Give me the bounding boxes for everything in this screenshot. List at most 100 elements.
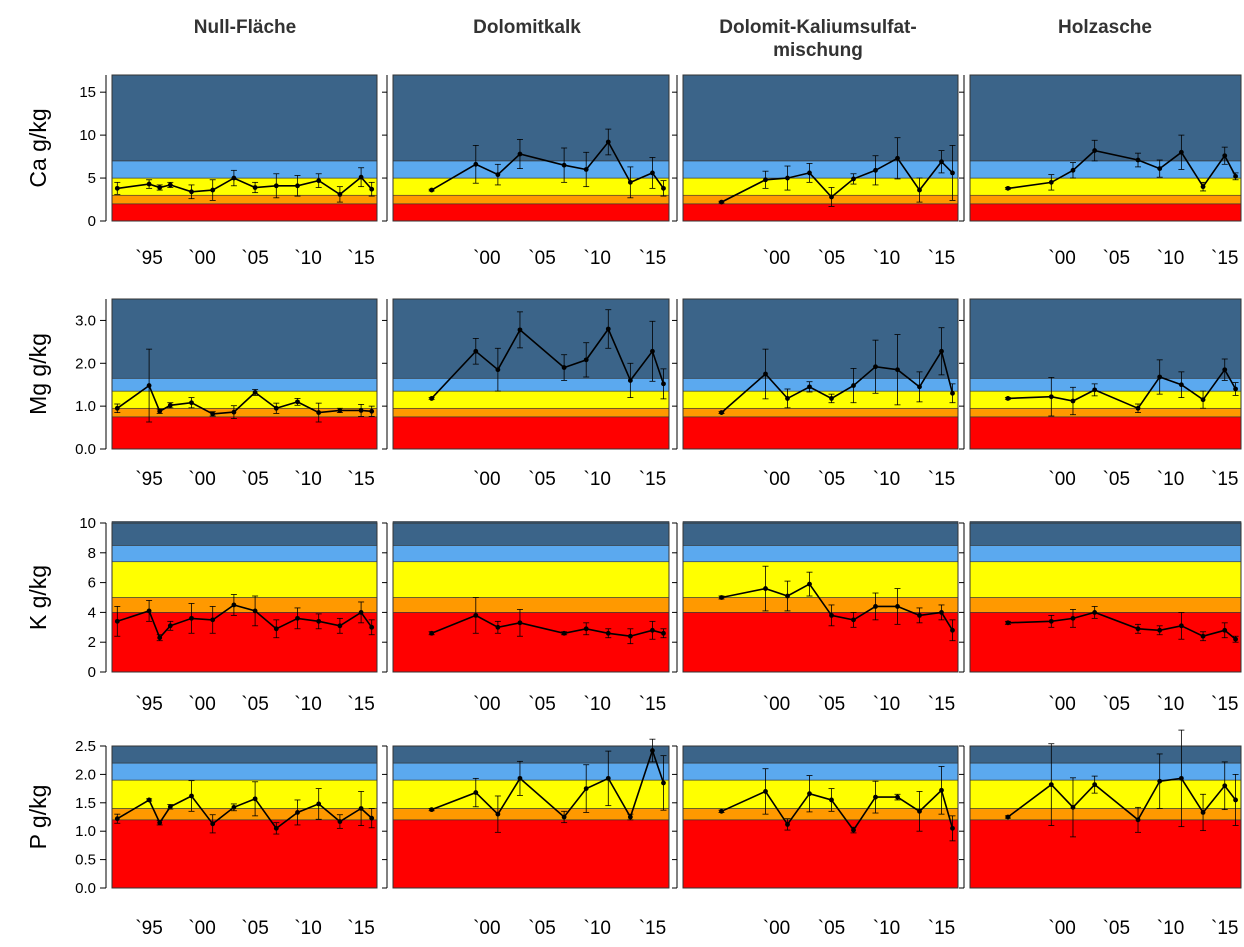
data-point (157, 185, 162, 190)
x-tick-label: `15 (639, 469, 666, 490)
data-point (584, 786, 589, 791)
x-tick-label: `05 (241, 918, 268, 939)
data-point (1006, 186, 1011, 191)
data-point (917, 188, 922, 193)
data-point (1136, 626, 1141, 631)
data-point (168, 623, 173, 628)
data-point (147, 609, 152, 614)
threshold-band-yellow (393, 391, 669, 408)
data-point (338, 192, 343, 197)
data-point (1136, 817, 1141, 822)
data-point (495, 367, 500, 372)
data-point (650, 628, 655, 633)
column-title: Dolomitkalk (473, 17, 581, 38)
y-tick-label: 6 (88, 575, 96, 592)
data-point (338, 623, 343, 628)
data-point (1179, 150, 1184, 155)
data-point (719, 410, 724, 415)
x-tick-label: `00 (473, 918, 500, 939)
data-point (763, 177, 768, 182)
data-point (628, 378, 633, 383)
data-point (851, 177, 856, 182)
threshold-band-orange (393, 195, 669, 204)
threshold-band-dark-blue (112, 299, 377, 378)
data-point (661, 631, 666, 636)
data-point (650, 349, 655, 354)
threshold-band-yellow (393, 780, 669, 808)
x-tick-label: `05 (1103, 694, 1130, 715)
data-point (147, 182, 152, 187)
data-point (628, 180, 633, 185)
data-point (429, 188, 434, 193)
data-point (807, 384, 812, 389)
threshold-band-light-blue (683, 545, 958, 561)
threshold-band-dark-blue (393, 522, 669, 546)
x-tick-label: `05 (1103, 248, 1130, 269)
x-tick-label: `00 (1048, 694, 1075, 715)
x-tick-label: `10 (1157, 469, 1184, 490)
data-point (369, 625, 374, 630)
threshold-band-red (393, 612, 669, 672)
threshold-band-dark-blue (393, 746, 669, 763)
x-tick-label: `10 (294, 918, 321, 939)
data-point (369, 187, 374, 192)
data-point (168, 804, 173, 809)
data-point (316, 802, 321, 807)
data-point (895, 795, 900, 800)
x-tick-label: `15 (347, 918, 374, 939)
x-tick-label: `10 (1157, 918, 1184, 939)
data-point (1071, 168, 1076, 173)
data-point (1092, 148, 1097, 153)
data-point (851, 828, 856, 833)
x-tick-label: `00 (473, 248, 500, 269)
data-point (1179, 382, 1184, 387)
data-point (495, 812, 500, 817)
threshold-band-light-blue (970, 763, 1241, 780)
panel: `95 `00 `05 `10 `15 (112, 299, 377, 490)
threshold-band-red (683, 820, 958, 888)
threshold-band-light-blue (683, 763, 958, 780)
data-point (232, 176, 237, 181)
threshold-band-light-blue (393, 763, 669, 780)
panel: `00 `05 `10 `15 (959, 75, 1241, 269)
data-point (274, 626, 279, 631)
data-point (518, 152, 523, 157)
data-point (295, 399, 300, 404)
data-point (232, 603, 237, 608)
data-point (628, 815, 633, 820)
x-tick-label: `10 (294, 694, 321, 715)
x-tick-label: `05 (818, 918, 845, 939)
x-tick-label: `05 (1103, 918, 1130, 939)
x-tick-label: `05 (528, 469, 555, 490)
data-point (369, 816, 374, 821)
data-point (338, 408, 343, 413)
data-point (628, 634, 633, 639)
panel: `00 `05 `10 `15 (672, 746, 958, 939)
data-point (873, 364, 878, 369)
data-point (950, 391, 955, 396)
data-point (650, 171, 655, 176)
data-point (473, 349, 478, 354)
x-tick-label: `10 (873, 694, 900, 715)
data-point (895, 156, 900, 161)
y-tick-label: 2.0 (75, 355, 96, 372)
threshold-band-light-blue (393, 378, 669, 391)
data-point (939, 610, 944, 615)
threshold-band-yellow (683, 562, 958, 598)
data-point (1049, 180, 1054, 185)
y-tick-label: 3.0 (75, 312, 96, 329)
panel: `00 `05 `10 `15 (382, 75, 669, 269)
data-point (950, 826, 955, 831)
data-point (1136, 406, 1141, 411)
data-point (1222, 628, 1227, 633)
data-point (939, 788, 944, 793)
threshold-band-light-blue (970, 161, 1241, 178)
data-point (917, 384, 922, 389)
data-point (785, 594, 790, 599)
threshold-band-dark-blue (112, 522, 377, 546)
threshold-band-red (683, 204, 958, 221)
data-point (168, 183, 173, 188)
x-tick-label: `05 (528, 694, 555, 715)
data-point (157, 409, 162, 414)
data-point (950, 628, 955, 633)
